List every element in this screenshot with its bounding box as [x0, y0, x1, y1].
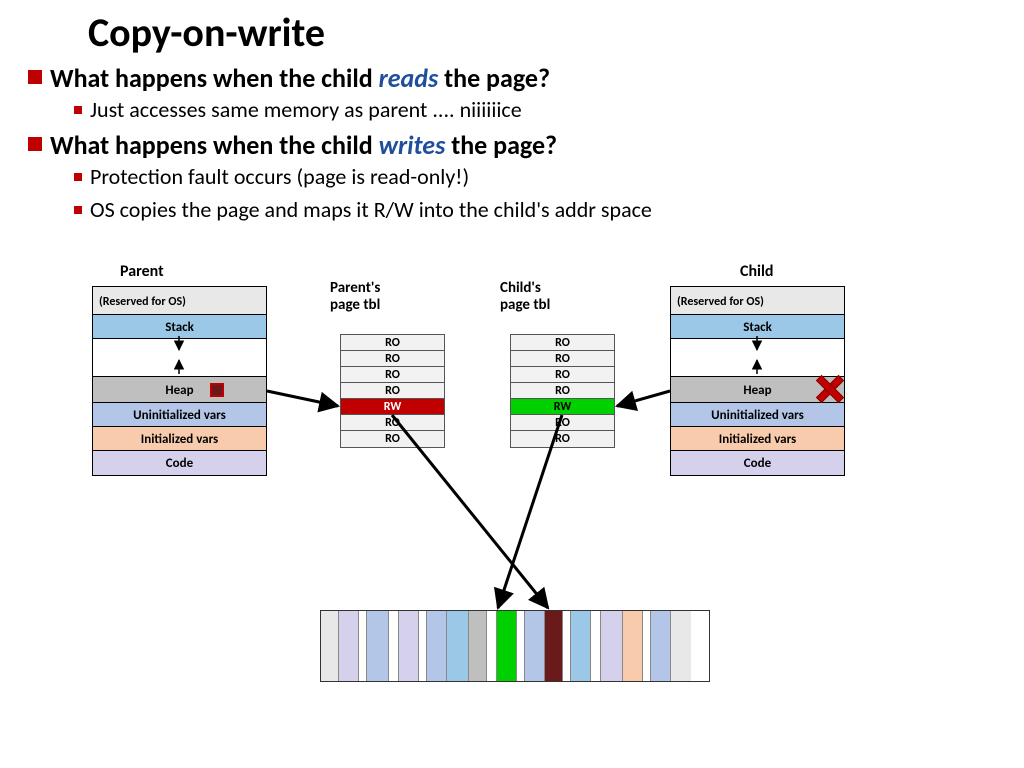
page-table-entry: RW	[341, 399, 444, 415]
q1-em: reads	[379, 62, 439, 94]
phys-frame	[525, 611, 545, 681]
bullet-q1: What happens when the child reads the pa…	[28, 62, 988, 94]
q2-em: writes	[379, 129, 446, 161]
phys-frame	[601, 611, 623, 681]
page-table-entry: RO	[341, 415, 444, 431]
phys-frame	[671, 611, 691, 681]
page-table-entry: RW	[511, 399, 614, 415]
phys-frame	[469, 611, 487, 681]
page-table-entry: RO	[511, 383, 614, 399]
phys-frame	[359, 611, 367, 681]
q2-pre: What happens when the child	[50, 129, 379, 161]
mem-segment: Stack	[671, 315, 844, 339]
q1-pre: What happens when the child	[50, 62, 379, 94]
bullet-q2-sub1: Protection fault occurs (page is read-on…	[74, 163, 988, 190]
phys-frame	[651, 611, 671, 681]
mem-segment: Uninitialized vars	[671, 403, 844, 427]
mem-segment: Stack	[93, 315, 266, 339]
mem-segment: Code	[671, 451, 844, 475]
phys-frame	[517, 611, 525, 681]
mem-segment: Code	[93, 451, 266, 475]
page-table-entry: RO	[341, 383, 444, 399]
mem-segment	[93, 339, 266, 377]
physical-memory	[320, 610, 710, 682]
child-page-table: RORORORORWRORO	[510, 334, 615, 448]
phys-frame	[571, 611, 591, 681]
x-mark-icon	[815, 375, 841, 401]
q2-sub1-text: Protection fault occurs (page is read-on…	[90, 163, 469, 190]
page-table-entry: RO	[511, 415, 614, 431]
phys-frame	[399, 611, 419, 681]
mem-segment	[671, 339, 844, 377]
phys-frame	[643, 611, 651, 681]
bullet-marker-sm	[74, 206, 82, 214]
mem-segment: Initialized vars	[671, 427, 844, 451]
mem-segment: Heap	[93, 377, 266, 403]
bullet-marker-sm	[74, 173, 82, 181]
phys-frame	[591, 611, 601, 681]
bullet-list: What happens when the child reads the pa…	[28, 62, 988, 229]
page-table-entry: RO	[341, 431, 444, 447]
q2-post: the page?	[445, 129, 557, 161]
bullet-q2: What happens when the child writes the p…	[28, 129, 988, 161]
parent-page-table: RORORORORWRORO	[340, 334, 445, 448]
slide-title: Copy-on-write	[88, 8, 325, 57]
label-parent: Parent	[120, 262, 164, 281]
diagram: Parent Child Parent's page tbl Child's p…	[0, 260, 1024, 768]
page-table-entry: RO	[511, 335, 614, 351]
bullet-marker	[28, 137, 42, 151]
label-child-tbl: Child's page tbl	[500, 280, 550, 313]
bullet-marker	[28, 70, 42, 84]
bullet-q2-sub2: OS copies the page and maps it R/W into …	[74, 196, 988, 223]
page-table-entry: RO	[341, 351, 444, 367]
phys-frame	[497, 611, 517, 681]
phys-frame	[419, 611, 427, 681]
label-parent-tbl: Parent's page tbl	[330, 280, 380, 313]
bullet-q1-sub1: Just accesses same memory as parent ....…	[74, 96, 988, 123]
q2-sub2-text: OS copies the page and maps it R/W into …	[90, 196, 652, 223]
mem-segment: (Reserved for OS)	[671, 287, 844, 315]
page-table-entry: RO	[341, 367, 444, 383]
mem-segment: (Reserved for OS)	[93, 287, 266, 315]
phys-frame	[545, 611, 563, 681]
phys-frame	[447, 611, 469, 681]
phys-frame	[367, 611, 389, 681]
phys-frame	[339, 611, 359, 681]
parent-memory-layout: (Reserved for OS)Stack HeapUninitialized …	[92, 286, 267, 476]
mem-segment: Initialized vars	[93, 427, 266, 451]
phys-frame	[389, 611, 399, 681]
page-table-entry: RO	[511, 351, 614, 367]
page-table-entry: RO	[511, 431, 614, 447]
mem-segment: Uninitialized vars	[93, 403, 266, 427]
parent-heap-page-icon	[210, 383, 224, 397]
bullet-marker-sm	[74, 106, 82, 114]
label-child: Child	[740, 262, 774, 281]
q1-post: the page?	[438, 62, 550, 94]
page-table-entry: RO	[341, 335, 444, 351]
phys-frame	[563, 611, 571, 681]
phys-frame	[427, 611, 447, 681]
phys-frame	[623, 611, 643, 681]
phys-frame	[487, 611, 497, 681]
page-table-entry: RO	[511, 367, 614, 383]
phys-frame	[321, 611, 339, 681]
q1-sub1-text: Just accesses same memory as parent ....…	[90, 96, 522, 123]
